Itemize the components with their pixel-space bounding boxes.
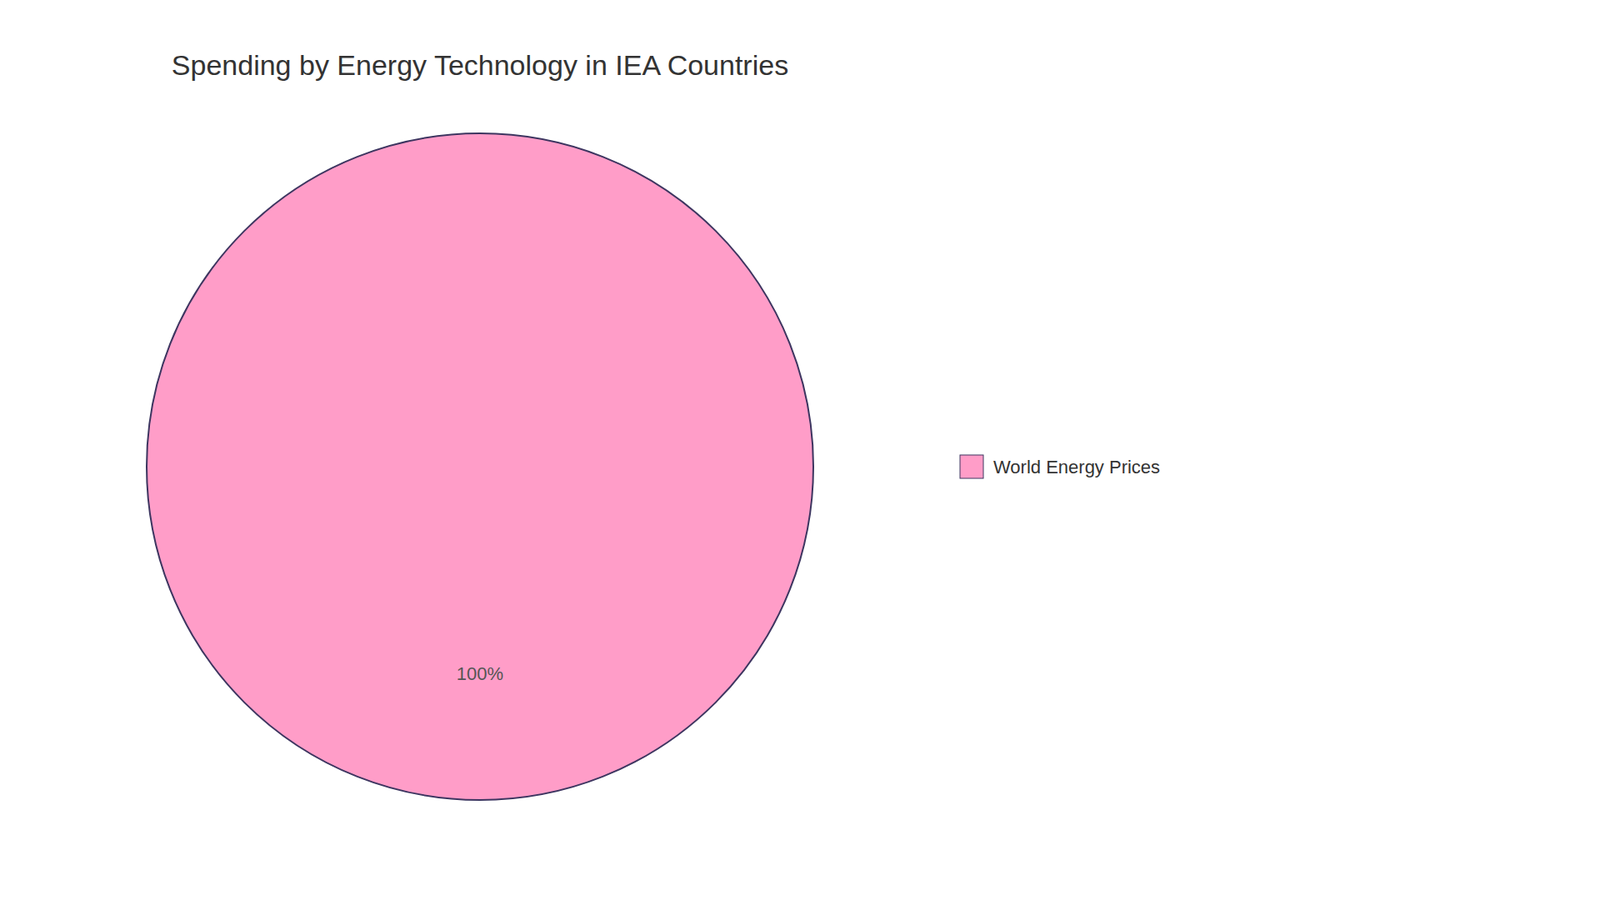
- legend-swatch: [960, 455, 984, 479]
- chart-title: Spending by Energy Technology in IEA Cou…: [171, 49, 789, 81]
- chart-svg: Spending by Energy Technology in IEA Cou…: [0, 0, 1600, 900]
- pie-slices: [146, 133, 814, 800]
- legend: World Energy Prices: [960, 455, 1160, 479]
- background: [0, 0, 1600, 900]
- chart-container: Spending by Energy Technology in IEA Cou…: [0, 0, 1600, 900]
- data-label: 100%: [456, 663, 504, 685]
- page: {"chart_data": {"type": "pie", "title": …: [0, 0, 1600, 900]
- pie-slice: [146, 133, 814, 800]
- legend-label: World Energy Prices: [993, 456, 1160, 478]
- data-labels: 100%: [456, 663, 504, 685]
